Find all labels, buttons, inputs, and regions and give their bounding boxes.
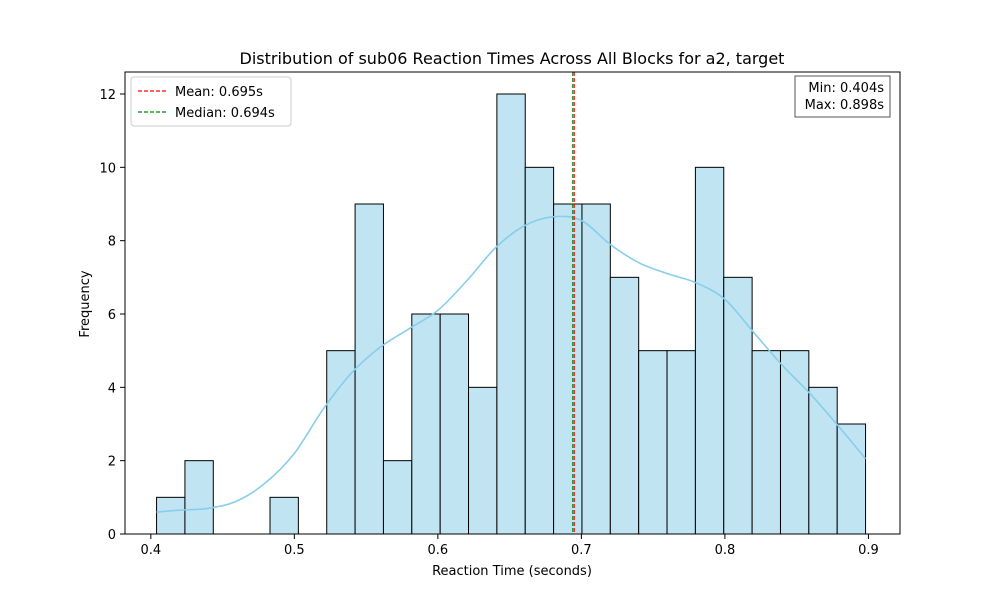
kde-curve bbox=[156, 215, 867, 513]
x-tick-label: 0.9 bbox=[858, 543, 879, 558]
kde-curve-group bbox=[156, 215, 867, 513]
histogram-bar bbox=[751, 350, 781, 535]
plot-area-frame bbox=[124, 71, 901, 535]
y-tick-label: 0 bbox=[108, 528, 116, 543]
histogram-bar bbox=[524, 166, 555, 535]
y-axis: 0 2 4 6 8 10 12 bbox=[99, 88, 125, 543]
histogram-bar bbox=[609, 276, 640, 535]
legend-median-label: Median: 0.694s bbox=[175, 106, 275, 121]
reference-lines bbox=[572, 72, 575, 534]
histogram-bar bbox=[723, 276, 753, 535]
histogram-bar bbox=[269, 496, 299, 535]
y-tick-label: 10 bbox=[99, 161, 116, 176]
x-tick-label: 0.6 bbox=[428, 543, 449, 558]
histogram-bars bbox=[156, 93, 867, 535]
y-tick-label: 2 bbox=[108, 455, 116, 470]
x-tick-label: 0.7 bbox=[571, 543, 592, 558]
histogram-bar bbox=[496, 93, 526, 535]
stats-max-label: Max: 0.898s bbox=[805, 98, 885, 113]
stats-min-label: Min: 0.404s bbox=[808, 81, 884, 96]
histogram-bar bbox=[553, 203, 583, 535]
y-tick-label: 6 bbox=[108, 308, 116, 323]
histogram-bar bbox=[354, 203, 384, 535]
legend: Mean: 0.695s Median: 0.694s bbox=[130, 76, 292, 127]
histogram-bar bbox=[326, 350, 356, 535]
y-tick-label: 12 bbox=[99, 88, 116, 103]
histogram-bar bbox=[638, 350, 668, 535]
legend-frame bbox=[130, 76, 292, 127]
x-tick-label: 0.4 bbox=[140, 543, 161, 558]
histogram-bar bbox=[779, 350, 810, 535]
histogram-bar bbox=[666, 350, 696, 535]
stats-box-frame bbox=[794, 75, 891, 118]
x-tick-label: 0.5 bbox=[284, 543, 305, 558]
histogram-bar bbox=[808, 386, 838, 535]
x-axis: 0.4 0.5 0.6 0.7 0.8 0.9 bbox=[140, 534, 879, 558]
histogram-bar bbox=[411, 313, 441, 535]
histogram-bar bbox=[468, 386, 498, 535]
histogram-bar bbox=[184, 460, 214, 535]
y-tick-label: 8 bbox=[108, 235, 116, 250]
y-axis-label: Frequency bbox=[78, 270, 93, 337]
chart-title: Distribution of sub06 Reaction Times Acr… bbox=[240, 49, 785, 68]
legend-mean-label: Mean: 0.695s bbox=[175, 85, 263, 100]
histogram-bar bbox=[156, 496, 186, 535]
histogram-bar bbox=[382, 460, 413, 535]
y-tick-label: 4 bbox=[108, 381, 116, 396]
histogram-bar bbox=[694, 166, 725, 535]
histogram-bar bbox=[581, 203, 611, 535]
x-tick-label: 0.8 bbox=[715, 543, 736, 558]
stats-box: Min: 0.404s Max: 0.898s bbox=[794, 75, 891, 118]
x-axis-label: Reaction Time (seconds) bbox=[432, 564, 592, 579]
histogram-bar bbox=[439, 313, 470, 535]
